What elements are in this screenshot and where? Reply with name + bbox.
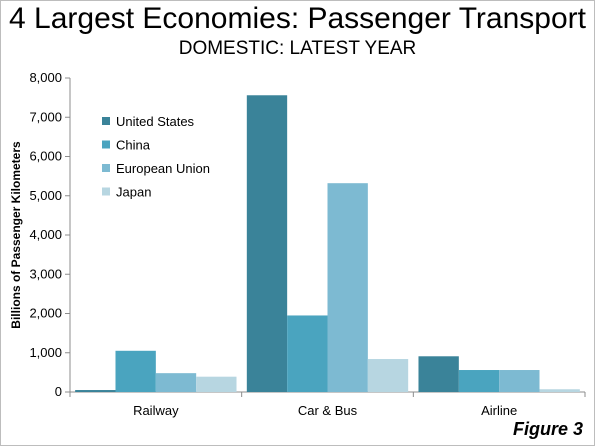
y-tick-label: 8,000	[29, 70, 62, 85]
bar	[499, 370, 540, 392]
x-tick-label: Airline	[481, 403, 517, 418]
legend-label: Japan	[116, 185, 151, 200]
legend-label: United States	[116, 114, 195, 129]
x-tick-label: Car & Bus	[298, 403, 358, 418]
bar	[287, 315, 328, 392]
legend-swatch	[102, 117, 110, 125]
legend-swatch	[102, 140, 110, 149]
y-tick-label: 4,000	[29, 227, 62, 242]
bar	[196, 376, 237, 392]
chart-title: 4 Largest Economies: Passenger Transport	[9, 2, 586, 35]
y-tick-label: 5,000	[29, 188, 62, 203]
x-axis: Railway Car & Bus Airline	[69, 391, 586, 418]
bar	[458, 370, 500, 392]
bar	[75, 390, 116, 392]
bars	[75, 95, 580, 393]
y-tick-label: 1,000	[29, 345, 62, 360]
y-axis: 0 1,000 2,000 3,000 4,000 5,000 6,000 7,000 8,00…	[29, 70, 71, 399]
bar	[327, 183, 368, 392]
bar	[246, 95, 288, 393]
legend-label: European Union	[116, 161, 210, 176]
y-tick-label: 2,000	[29, 306, 62, 321]
bar	[115, 350, 156, 392]
bar	[155, 373, 197, 392]
y-tick-label: 7,000	[29, 109, 62, 124]
bar	[367, 359, 409, 392]
y-tick-label: 3,000	[29, 266, 62, 281]
bar	[418, 356, 459, 392]
y-tick-label: 6,000	[29, 149, 62, 164]
chart-subtitle: DOMESTIC: LATEST YEAR	[178, 38, 417, 59]
bar	[539, 389, 580, 392]
legend: United States China European Union Japan	[102, 114, 210, 200]
legend-swatch	[102, 187, 110, 196]
y-axis-label: Billions of Passenger Kilometers	[9, 141, 23, 329]
legend-swatch	[102, 164, 110, 172]
x-tick-label: Railway	[133, 403, 179, 418]
legend-label: China	[116, 138, 151, 153]
y-tick-label: 0	[55, 384, 62, 399]
figure-label: Figure 3	[512, 419, 583, 439]
